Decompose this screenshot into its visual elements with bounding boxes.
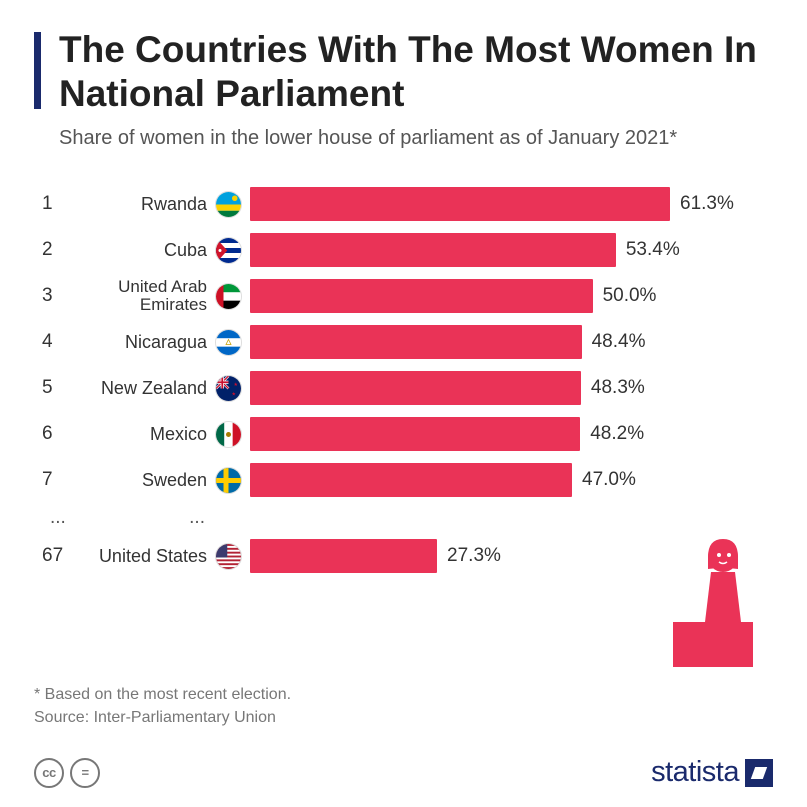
rank-number: 67	[42, 545, 70, 567]
bar-row: 67 United States 27.3%	[42, 533, 753, 579]
bar-fill	[250, 187, 670, 221]
infographic-container: The Countries With The Most Women In Nat…	[0, 0, 807, 807]
flag-icon: ★★	[215, 375, 242, 402]
nd-badge-icon: =	[70, 758, 100, 788]
bar-track: 53.4%	[250, 227, 753, 273]
country-label: Mexico	[70, 425, 215, 444]
country-label: Sweden	[70, 471, 215, 490]
bar-track: 61.3%	[250, 181, 753, 227]
country-label: Cuba	[70, 241, 215, 260]
bar-fill	[250, 417, 580, 451]
bar-row: 1 Rwanda 61.3%	[42, 181, 753, 227]
statista-logo: statista	[651, 756, 773, 789]
country-label: United States	[70, 547, 215, 566]
license-badges: cc =	[34, 758, 100, 788]
bar-row: 7 Sweden 47.0%	[42, 457, 753, 503]
svg-text:★: ★	[232, 391, 237, 397]
value-label: 48.3%	[591, 377, 645, 399]
gap-marker: ...	[78, 507, 223, 529]
value-label: 47.0%	[582, 469, 636, 491]
title-accent-bar	[34, 32, 41, 109]
brand-mark-icon	[745, 759, 773, 787]
flag-icon	[215, 421, 242, 448]
value-label: 50.0%	[603, 285, 657, 307]
bar-track: 48.3%	[250, 365, 753, 411]
source-line: Source: Inter-Parliamentary Union	[34, 706, 291, 729]
bar-row: 2 Cuba 53.4%	[42, 227, 753, 273]
chart-title: The Countries With The Most Women In Nat…	[59, 28, 773, 115]
footer: cc = statista	[34, 756, 773, 789]
bar-fill	[250, 539, 437, 573]
value-label: 48.2%	[590, 423, 644, 445]
country-label: Nicaragua	[70, 333, 215, 352]
rank-number: 6	[42, 423, 70, 445]
flag-icon	[215, 191, 242, 218]
rank-number: 4	[42, 331, 70, 353]
rank-number: 7	[42, 469, 70, 491]
flag-icon	[215, 237, 242, 264]
value-label: 48.4%	[592, 331, 646, 353]
rank-number: 5	[42, 377, 70, 399]
bar-track: 47.0%	[250, 457, 753, 503]
footnote-line: * Based on the most recent election.	[34, 683, 291, 706]
brand-text: statista	[651, 756, 739, 789]
bar-chart: 1 Rwanda 61.3% 2 Cuba 53.4% 3 United Ara…	[42, 181, 753, 579]
footnote: * Based on the most recent election. Sou…	[34, 683, 291, 729]
bar-row: 3 United ArabEmirates 50.0%	[42, 273, 753, 319]
gap-marker: ...	[50, 507, 78, 529]
flag-icon	[215, 329, 242, 356]
value-label: 27.3%	[447, 545, 501, 567]
bar-row: 6 Mexico 48.2%	[42, 411, 753, 457]
bar-fill	[250, 279, 593, 313]
flag-icon	[215, 467, 242, 494]
gap-row: ... ...	[50, 503, 753, 533]
chart-subtitle: Share of women in the lower house of par…	[59, 125, 773, 151]
svg-text:★: ★	[234, 382, 239, 388]
rank-number: 3	[42, 285, 70, 307]
country-label: Rwanda	[70, 195, 215, 214]
country-label: United ArabEmirates	[70, 278, 215, 314]
country-label: New Zealand	[70, 379, 215, 398]
value-label: 53.4%	[626, 239, 680, 261]
flag-icon	[215, 283, 242, 310]
value-label: 61.3%	[680, 193, 734, 215]
bar-row: 4 Nicaragua 48.4%	[42, 319, 753, 365]
woman-podium-illustration	[653, 527, 773, 667]
rank-number: 1	[42, 193, 70, 215]
bar-track: 48.4%	[250, 319, 753, 365]
bar-fill	[250, 371, 581, 405]
bar-row: 5 New Zealand ★★ 48.3%	[42, 365, 753, 411]
rank-number: 2	[42, 239, 70, 261]
bar-fill	[250, 463, 572, 497]
bar-track: 48.2%	[250, 411, 753, 457]
flag-icon	[215, 543, 242, 570]
cc-badge-icon: cc	[34, 758, 64, 788]
bar-fill	[250, 233, 616, 267]
bar-fill	[250, 325, 582, 359]
bar-track: 50.0%	[250, 273, 753, 319]
title-block: The Countries With The Most Women In Nat…	[34, 28, 773, 115]
